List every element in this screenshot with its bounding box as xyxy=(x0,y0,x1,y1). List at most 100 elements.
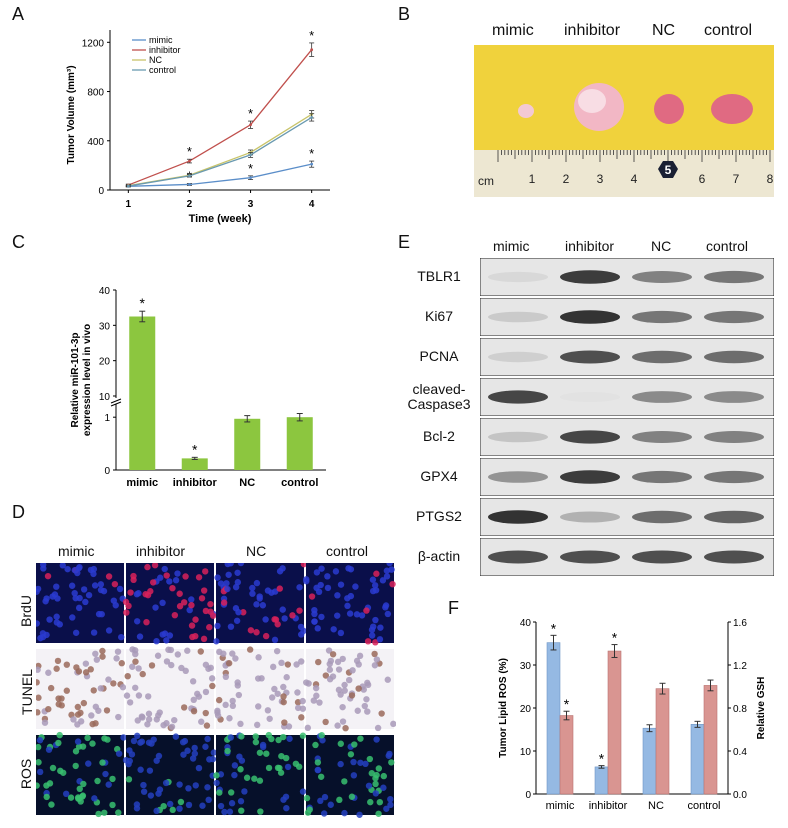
cell-dot xyxy=(72,748,80,755)
cell-dot xyxy=(297,631,305,638)
cell-dot xyxy=(280,733,287,741)
cell-dot xyxy=(99,759,106,766)
cell-dot xyxy=(116,585,124,593)
wb-label-ki67: Ki67 xyxy=(424,308,454,324)
wb-band xyxy=(704,470,764,484)
cell-dot xyxy=(386,563,393,567)
panel-label-a: A xyxy=(12,4,25,24)
cell-dot xyxy=(172,577,180,584)
cell-dot xyxy=(74,711,82,718)
cell-dot xyxy=(70,716,77,723)
cell-dot xyxy=(361,702,368,710)
a-star: * xyxy=(248,106,253,121)
f-star: * xyxy=(564,696,570,712)
cell-dot xyxy=(364,708,371,715)
cell-dot xyxy=(171,611,179,619)
cell-dot xyxy=(241,788,248,795)
cell-dot xyxy=(312,741,319,749)
cell-dot xyxy=(147,792,155,799)
cell-dot xyxy=(351,741,358,748)
cell-dot xyxy=(373,736,380,743)
cell-dot xyxy=(202,743,209,750)
a-y-label: Tumor Volume (mm³) xyxy=(66,65,77,164)
cell-dot xyxy=(203,722,211,729)
wb-band xyxy=(488,311,548,323)
cell-dot xyxy=(36,709,41,716)
panel-label-c: C xyxy=(12,232,25,252)
cell-dot xyxy=(275,736,282,744)
cell-dot xyxy=(69,614,76,621)
cell-dot xyxy=(383,573,391,580)
wb-band xyxy=(560,310,620,324)
cell-dot xyxy=(314,766,322,774)
cell-dot xyxy=(299,732,307,739)
cell-dot xyxy=(208,675,216,682)
cell-dot xyxy=(150,736,157,743)
cell-dot xyxy=(339,703,346,711)
cell-dot xyxy=(153,637,160,645)
wb-label-pcna: PCNA xyxy=(419,348,459,364)
cell-dot xyxy=(149,579,157,586)
cell-dot xyxy=(299,697,306,705)
cell-dot xyxy=(92,703,100,710)
cell-dot xyxy=(232,655,239,662)
cell-dot xyxy=(356,652,364,660)
cell-dot xyxy=(314,625,321,632)
cell-dot xyxy=(120,734,127,741)
ruler-label: 1 xyxy=(529,172,536,186)
cell-dot xyxy=(276,585,283,592)
f-y-tick-label: 0 xyxy=(525,790,531,801)
cell-dot xyxy=(274,621,281,628)
f-y-tick-label: 10 xyxy=(520,747,532,758)
f-bar xyxy=(642,727,657,795)
cell-dot xyxy=(202,688,210,696)
cell-dot xyxy=(369,576,377,583)
c-x-tick-label: mimic xyxy=(126,477,158,489)
cell-dot xyxy=(259,602,267,609)
cell-dot xyxy=(345,565,352,572)
cell-dot xyxy=(87,566,95,574)
cell-dot xyxy=(46,616,53,623)
cell-dot xyxy=(371,662,379,669)
cell-dot xyxy=(126,699,134,706)
cell-dot xyxy=(387,801,394,809)
cell-dot xyxy=(339,718,347,725)
cell-dot xyxy=(388,759,395,766)
cell-dot xyxy=(90,629,98,636)
a-point xyxy=(310,115,314,119)
cell-dot xyxy=(315,658,322,666)
a-point xyxy=(310,162,314,166)
cell-dot xyxy=(188,601,195,609)
cell-dot xyxy=(95,610,103,618)
cell-dot xyxy=(253,579,261,587)
cell-dot xyxy=(68,582,76,589)
cell-dot xyxy=(145,710,153,717)
cell-dot xyxy=(253,601,260,608)
cell-dot xyxy=(389,580,396,588)
cell-dot xyxy=(101,809,108,816)
cell-dot xyxy=(74,794,82,801)
cell-dot xyxy=(153,757,160,764)
cell-dot xyxy=(144,693,152,700)
a-point xyxy=(188,159,191,163)
cell-dot xyxy=(159,631,166,638)
c-y-tick-label: 10 xyxy=(99,392,111,403)
chart-a-tumor-volume: 0 400 800 1200 1 2 3 4 Time (week) Tumor Volume (… xyxy=(66,28,330,225)
cell-dot xyxy=(234,579,242,586)
cell-dot xyxy=(168,723,176,730)
ruler-label: cm xyxy=(478,174,494,188)
f-y-tick-label: 40 xyxy=(520,618,532,629)
cell-dot xyxy=(177,798,185,806)
cell-dot xyxy=(160,721,167,729)
cell-dot xyxy=(80,586,88,593)
cell-dot xyxy=(103,707,111,714)
a-y-tick-label: 1200 xyxy=(82,38,105,49)
cell-dot xyxy=(310,697,318,704)
ruler-label: 2 xyxy=(563,172,570,186)
cell-dot xyxy=(45,746,53,753)
cell-dot xyxy=(145,716,153,723)
wb-strip xyxy=(480,258,774,296)
cell-dot xyxy=(137,766,144,773)
cell-dot xyxy=(88,712,95,719)
cell-dot xyxy=(188,596,195,603)
